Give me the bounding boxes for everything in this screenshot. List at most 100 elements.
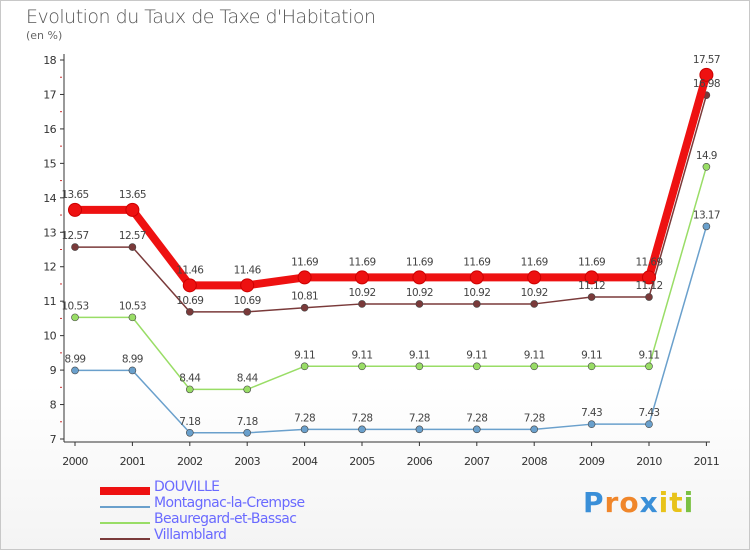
chart-title: Evolution du Taux de Taxe d'Habitation [26,6,376,28]
y-tick-label: 16 [43,123,56,136]
data-label: 7.28 [409,412,430,424]
data-point [584,270,599,285]
data-point [240,278,255,293]
series-line-beauregard-et-bassac [75,166,708,391]
data-point [530,300,539,308]
logo-letter: P [583,486,605,519]
data-label: 10.92 [406,287,433,299]
logo-letter: o [619,486,640,519]
data-label: 7.28 [352,412,373,424]
data-point [68,202,82,217]
data-label: 10.92 [521,287,548,299]
data-label: 10.81 [291,291,318,303]
data-label: 9.11 [294,349,315,361]
data-label: 16.98 [693,78,720,90]
data-label: 7.28 [466,412,487,424]
x-tick-label: 2004 [292,455,318,468]
data-label: 12.57 [119,230,146,242]
y-tick-label: 7 [50,433,57,446]
data-point [186,428,194,437]
data-label: 11.69 [635,256,662,268]
data-point [469,270,484,285]
y-tick-label: 10 [43,330,56,343]
data-point [128,243,137,251]
x-tick-label: 2001 [120,455,146,468]
x-tick-label: 2007 [464,455,490,468]
data-point [645,293,653,301]
data-label: 11.12 [635,280,662,292]
data-label: 10.92 [348,287,375,299]
data-point [530,362,539,371]
legend-swatch [100,487,150,495]
y-tick-label: 14 [43,192,56,205]
data-point [587,362,596,371]
data-label: 10.92 [463,287,490,299]
series-line-villamblard [75,94,708,313]
data-label: 7.43 [639,407,660,419]
data-point [300,362,309,371]
data-label: 11.69 [406,256,433,268]
data-label: 11.69 [291,256,318,268]
data-point [527,270,542,285]
y-tick-label: 11 [43,295,56,308]
data-point [415,362,424,371]
data-label: 10.53 [61,300,88,312]
data-label: 11.69 [521,256,548,268]
data-label: 13.65 [61,189,88,201]
data-label: 11.69 [348,256,375,268]
data-label: 10.53 [119,300,146,312]
y-tick-label: 18 [43,54,56,67]
data-point [186,308,194,316]
data-point [530,425,539,434]
data-point [415,300,424,308]
x-tick-label: 2006 [407,455,433,468]
data-label: 17.57 [693,54,720,66]
data-point [300,303,309,312]
data-label: 14.9 [696,150,717,162]
data-point [472,425,481,434]
data-label: 8.99 [122,353,143,365]
data-point [300,425,309,434]
data-label: 11.69 [578,256,605,268]
data-point [243,385,251,394]
legend-label: Montagnac-la-Crempse [154,495,305,511]
data-point [355,270,369,285]
data-point [412,270,427,285]
logo-letter: x [639,486,659,519]
data-label: 9.11 [524,349,545,361]
y-tick-label: 12 [43,261,56,274]
data-label: 11.12 [578,280,605,292]
data-point [587,293,596,301]
data-label: 7.18 [179,416,200,428]
data-label: 9.11 [409,349,430,361]
data-label: 7.43 [581,407,602,419]
x-tick-label: 2005 [349,455,375,468]
data-point [71,366,79,375]
legend-swatch [100,538,150,540]
data-point [699,67,714,82]
data-point [702,163,711,171]
data-label: 13.17 [693,209,720,221]
proxiti-logo: Proxiti [583,486,694,519]
legend-swatch [100,506,150,508]
y-tick-label: 17 [43,88,56,101]
data-point [243,428,251,437]
x-tick-label: 2010 [636,455,662,468]
data-label: 11.46 [234,264,262,276]
data-point [128,313,137,322]
data-label: 7.18 [237,416,258,428]
x-tick-label: 2009 [579,455,605,468]
data-point [358,300,366,308]
data-label: 9.11 [352,349,373,361]
data-point [472,362,481,371]
data-point [186,385,194,394]
line-chart: 7 8 9 10 11 12 13 14 15 16 17 18 2000 2001 2002 2003 200… [43,54,720,468]
data-point [128,366,137,375]
x-tick-label: 2011 [694,455,720,468]
data-point [645,362,653,371]
data-point [125,202,140,217]
data-label: 8.44 [237,372,259,384]
data-label: 10.69 [234,295,261,307]
data-point [358,425,366,434]
series-line-douville [75,73,711,290]
